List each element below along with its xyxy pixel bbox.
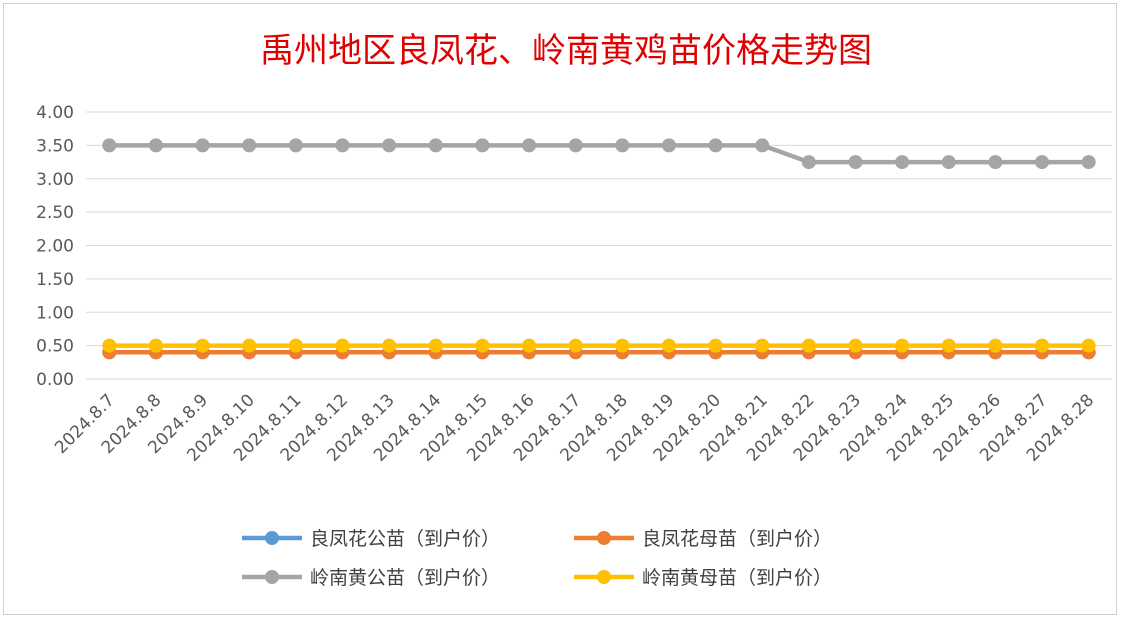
data-point [568,138,583,153]
y-tick-label: 4.00 [36,103,74,123]
legend-label: 良凤花母苗（到户价） [642,528,832,550]
data-point [102,338,117,353]
legend-label: 良凤花公苗（到户价） [310,528,500,550]
series-layer [102,138,1096,360]
y-axis-ticks: 0.00 0.50 1.00 1.50 2.00 2.50 3.00 3.50 4.00 [36,103,74,390]
data-point [1081,338,1096,353]
data-point [148,138,163,153]
data-point [195,338,210,353]
data-point [335,338,350,353]
legend-marker [265,531,279,545]
data-point [1035,338,1050,353]
y-tick-label: 2.50 [36,203,74,223]
data-point [242,338,257,353]
data-point [102,138,117,153]
legend-item-1: 良凤花公苗（到户价） [242,528,500,550]
data-point [708,138,723,153]
series-4 [102,338,1096,353]
y-tick-label: 3.00 [36,170,74,190]
data-point [755,338,770,353]
legend-marker [265,570,279,584]
legend: 良凤花公苗（到户价） 良凤花母苗（到户价） 岭南黄公苗（到户价） 岭南黄母苗（到户价） [242,528,832,589]
data-point [988,155,1003,170]
data-point [895,338,910,353]
series-3 [102,138,1096,170]
data-point [382,138,397,153]
data-point [288,138,303,153]
data-point [848,338,863,353]
chart-svg: 禹州地区良凤花、岭南黄鸡苗价格走势图 0.00 0.50 1.00 1.50 2.00 2… [36,31,1112,589]
legend-item-4: 岭南黄母苗（到户价） [574,567,832,589]
data-point [615,138,630,153]
y-tick-label: 2.00 [36,237,74,257]
data-point [1081,155,1096,170]
data-point [941,155,956,170]
y-tick-label: 3.50 [36,136,74,156]
y-tick-label: 1.00 [36,303,74,323]
legend-item-3: 岭南黄公苗（到户价） [242,567,500,589]
gridlines [86,111,1112,380]
legend-label: 岭南黄公苗（到户价） [310,567,500,589]
data-point [195,138,210,153]
data-point [615,338,630,353]
data-point [1035,155,1050,170]
data-point [801,338,816,353]
x-axis-ticks: 2024.8.72024.8.82024.8.92024.8.102024.8.… [51,390,1098,465]
y-tick-label: 1.50 [36,270,74,290]
legend-label: 岭南黄母苗（到户价） [642,567,832,589]
data-point [475,338,490,353]
data-point [848,155,863,170]
data-point [428,338,443,353]
data-point [568,338,583,353]
data-point [661,138,676,153]
data-point [428,138,443,153]
data-point [522,338,537,353]
data-point [941,338,956,353]
legend-marker [597,570,611,584]
data-point [475,138,490,153]
data-point [988,338,1003,353]
data-point [148,338,163,353]
data-point [661,338,676,353]
chart-frame: 禹州地区良凤花、岭南黄鸡苗价格走势图 0.00 0.50 1.00 1.50 2.00 2… [3,3,1117,615]
data-point [288,338,303,353]
data-point [708,338,723,353]
legend-marker [597,531,611,545]
data-point [382,338,397,353]
y-tick-label: 0.00 [36,370,74,390]
legend-item-2: 良凤花母苗（到户价） [574,528,832,550]
data-point [801,155,816,170]
data-point [242,138,257,153]
y-tick-label: 0.50 [36,337,74,357]
series-line [109,143,1089,165]
data-point [755,138,770,153]
data-point [895,155,910,170]
chart-title: 禹州地区良凤花、岭南黄鸡苗价格走势图 [260,31,872,71]
data-point [335,138,350,153]
data-point [522,138,537,153]
